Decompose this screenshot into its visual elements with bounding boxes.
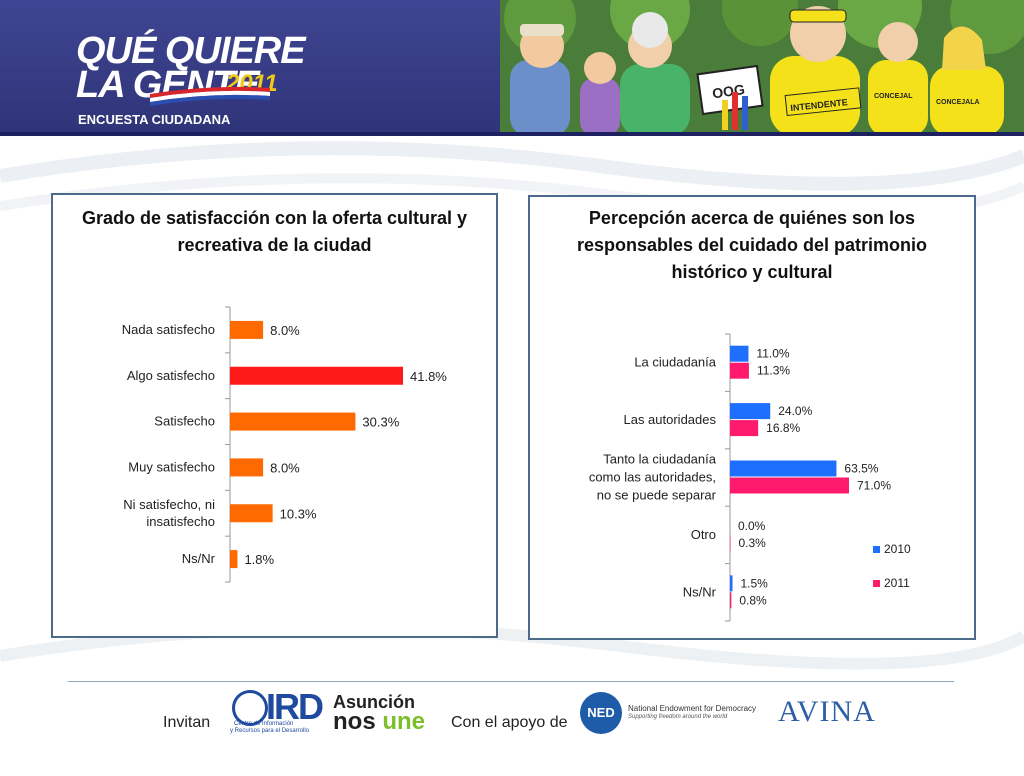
bar-2011	[730, 534, 731, 551]
logo-subtitle: ENCUESTA CIUDADANA	[78, 112, 231, 127]
ned-tagline: Supporting freedom around the world	[628, 714, 728, 720]
data-label-2010: 63.5%	[844, 462, 878, 476]
category-label: Tanto la ciudadanía como las autoridades,…	[589, 452, 717, 503]
chart-panel-satisfaction: Grado de satisfacción con la oferta cult…	[51, 193, 498, 638]
chart-panel-responsibility: Percepción acerca de quiénes son los res…	[528, 195, 976, 640]
data-label: 8.0%	[270, 323, 300, 338]
bar	[230, 366, 403, 385]
ned-name: National Endowment for Democracy	[628, 704, 757, 713]
bar-2011	[730, 362, 749, 379]
ird-logo-text: IRD	[266, 686, 324, 727]
bar-2011	[730, 420, 759, 437]
bar	[230, 320, 264, 339]
bar-2011	[730, 477, 849, 494]
category-label: Ns/Nr	[182, 551, 216, 566]
flag-stripes-icon	[150, 86, 270, 106]
header-banner: QUÉ QUIERE LA GENTE 2011 ENCUESTA CIUDAD…	[0, 0, 1024, 136]
chart-title-satisfaction: Grado de satisfacción con la oferta cult…	[81, 208, 468, 255]
category-label: Nada satisfecho	[122, 322, 215, 337]
data-label: 41.8%	[410, 369, 447, 384]
asuncion-logo-line1: Asunción	[333, 692, 416, 712]
chart-title-responsibility: Percepción acerca de quiénes son los res…	[576, 208, 928, 282]
asuncion-une: une	[382, 708, 426, 735]
bar	[230, 412, 356, 431]
asuncion-logo-line2: nos une	[333, 708, 425, 736]
data-label-2010: 1.5%	[741, 576, 769, 590]
legend-label-2010: 2010	[884, 542, 911, 556]
category-label: Muy satisfecho	[128, 459, 215, 474]
data-label-2011: 11.3%	[757, 364, 790, 378]
ird-globe-icon	[232, 690, 268, 726]
data-label-2010: 24.0%	[778, 404, 812, 418]
bar	[230, 550, 238, 569]
data-label-2011: 0.8%	[739, 593, 767, 607]
chart-satisfaction: 8.0% Nada satisfecho 41.8% Algo satisfecho 3…	[122, 306, 447, 583]
chart-responsibility: 11.0% 11.3% La ciudadanía 24.0% 16.8% Las aut…	[589, 333, 911, 622]
legend-swatch-2010	[873, 546, 880, 553]
bar	[230, 504, 273, 523]
data-label: 8.0%	[270, 460, 300, 475]
asuncion-nos: nos	[333, 708, 383, 735]
footer-invitan-text: Invitan	[163, 714, 211, 731]
category-label: Ns/Nr	[683, 584, 717, 599]
footer-apoyo-text: Con el apoyo de	[451, 714, 568, 731]
legend-swatch-2011	[873, 580, 880, 587]
footer-divider	[68, 681, 954, 682]
bar-2011	[730, 592, 732, 609]
bar-2010	[730, 403, 771, 420]
data-label-2011: 16.8%	[766, 421, 800, 435]
legend-label-2011: 2011	[884, 576, 910, 590]
category-label: Satisfecho	[154, 414, 215, 429]
avina-logo: AVINA	[778, 695, 876, 728]
cartoon-crowd-illustration: OOG INTENDENTE CONCEJAL CONCEJALA	[500, 0, 1024, 136]
category-label: Otro	[691, 527, 716, 542]
ned-logo-icon: NED	[580, 692, 622, 734]
data-label-2011: 71.0%	[857, 479, 891, 493]
ird-subtitle-line2: y Recursos para el Desarrollo	[230, 728, 310, 734]
logo-title-line1: QUÉ QUIERE	[76, 30, 306, 72]
bar-2010	[730, 345, 749, 362]
cartoon-sign-concejal: CONCEJAL	[874, 93, 913, 100]
category-label: Las autoridades	[623, 412, 716, 427]
data-label: 10.3%	[280, 506, 317, 521]
data-label: 1.8%	[244, 552, 274, 567]
data-label-2010: 11.0%	[756, 347, 789, 361]
data-label-2010: 0.0%	[738, 519, 766, 533]
ird-subtitle-line1: Centro de Información	[234, 721, 294, 727]
header-divider	[0, 132, 1024, 136]
cartoon-sign-concejala: CONCEJALA	[936, 99, 980, 106]
bar-2010	[730, 575, 733, 592]
data-label-2011: 0.3%	[739, 536, 767, 550]
bar	[230, 458, 264, 477]
bar-2010	[730, 460, 837, 477]
category-label: Ni satisfecho, ni insatisfecho	[123, 497, 215, 529]
category-label: Algo satisfecho	[127, 368, 215, 383]
data-label: 30.3%	[362, 415, 399, 430]
category-label: La ciudadanía	[634, 355, 716, 370]
